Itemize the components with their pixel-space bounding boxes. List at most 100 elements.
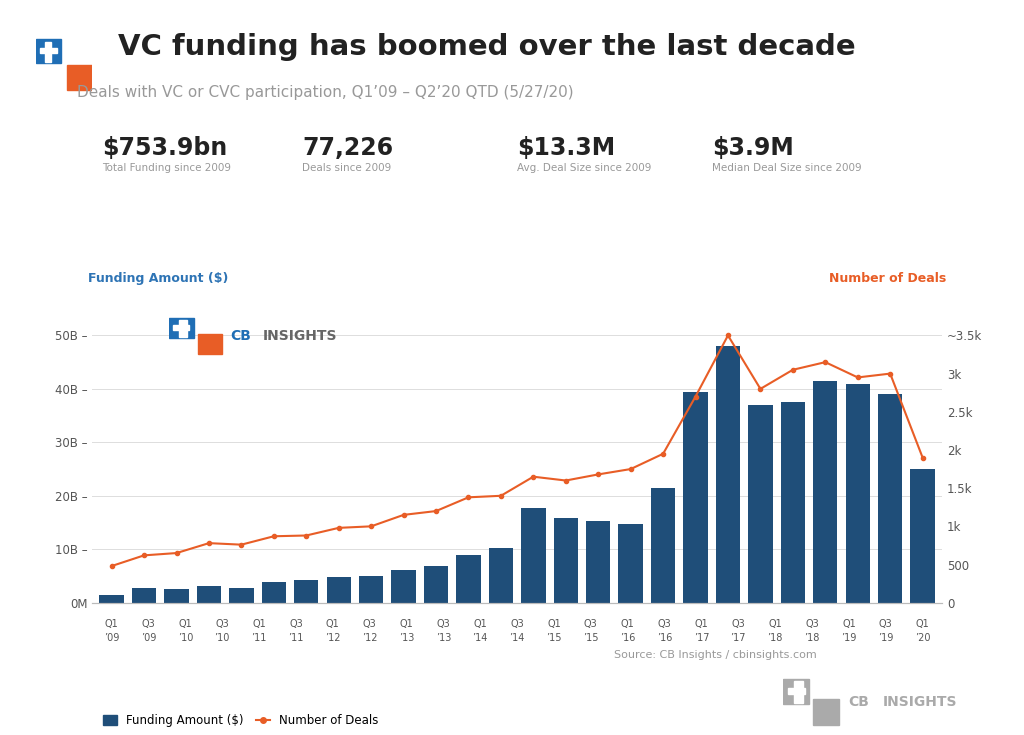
Bar: [780, 402, 805, 603]
Text: CB: CB: [848, 695, 868, 709]
Text: Q3: Q3: [436, 620, 451, 629]
Text: ’15: ’15: [583, 634, 599, 643]
Bar: [813, 700, 840, 725]
Bar: [846, 384, 870, 603]
Text: ’14: ’14: [509, 634, 525, 643]
Text: Q3: Q3: [805, 620, 819, 629]
Text: ’10: ’10: [214, 634, 230, 643]
Text: Avg. Deal Size since 2009: Avg. Deal Size since 2009: [517, 163, 651, 173]
Text: ’09: ’09: [104, 634, 120, 643]
Bar: [795, 681, 803, 703]
Text: Q1: Q1: [399, 620, 414, 629]
Text: Q1: Q1: [473, 620, 487, 629]
Text: Q1: Q1: [547, 620, 561, 629]
Bar: [262, 582, 286, 603]
Bar: [36, 39, 60, 63]
Text: ’16: ’16: [620, 634, 636, 643]
Bar: [99, 595, 124, 603]
Text: VC funding has boomed over the last decade: VC funding has boomed over the last deca…: [118, 33, 855, 61]
Text: Q1: Q1: [915, 620, 930, 629]
Text: ’10: ’10: [177, 634, 194, 643]
Bar: [878, 394, 902, 603]
Text: Deals with VC or CVC participation, Q1’09 – Q2’20 QTD (5/27/20): Deals with VC or CVC participation, Q1’0…: [77, 85, 573, 99]
Text: ’19: ’19: [841, 634, 857, 643]
Text: Median Deal Size since 2009: Median Deal Size since 2009: [712, 163, 861, 173]
Text: ’17: ’17: [730, 634, 746, 643]
Bar: [749, 405, 772, 603]
Bar: [45, 42, 51, 62]
Text: Q3: Q3: [362, 620, 377, 629]
Bar: [813, 381, 838, 603]
Text: Deals since 2009: Deals since 2009: [302, 163, 391, 173]
Text: $13.3M: $13.3M: [517, 136, 615, 160]
Text: ’19: ’19: [878, 634, 894, 643]
Text: Q3: Q3: [879, 620, 893, 629]
Text: Q1: Q1: [252, 620, 266, 629]
Bar: [683, 392, 708, 603]
Text: ’14: ’14: [472, 634, 488, 643]
Legend: Funding Amount ($), Number of Deals: Funding Amount ($), Number of Deals: [98, 709, 383, 732]
Text: 77,226: 77,226: [302, 136, 393, 160]
Text: ’18: ’18: [804, 634, 820, 643]
Text: INSIGHTS: INSIGHTS: [263, 329, 338, 343]
Bar: [391, 570, 416, 603]
Text: CB: CB: [230, 329, 251, 343]
Bar: [294, 580, 318, 603]
Text: Q1: Q1: [842, 620, 856, 629]
Text: Q1: Q1: [178, 620, 193, 629]
Text: Q3: Q3: [215, 620, 229, 629]
Text: ’09: ’09: [140, 634, 157, 643]
Bar: [910, 469, 935, 603]
Bar: [783, 679, 809, 704]
Bar: [359, 576, 383, 603]
Text: ’12: ’12: [325, 634, 341, 643]
Text: Funding Amount ($): Funding Amount ($): [88, 272, 228, 285]
Text: Q1: Q1: [768, 620, 782, 629]
Bar: [521, 508, 546, 603]
Bar: [173, 326, 189, 330]
Text: Q1: Q1: [104, 620, 119, 629]
Text: Q1: Q1: [621, 620, 635, 629]
Bar: [68, 65, 92, 90]
Bar: [327, 577, 351, 603]
Text: ’13: ’13: [435, 634, 452, 643]
Text: ’18: ’18: [767, 634, 783, 643]
Text: ’20: ’20: [914, 634, 931, 643]
Bar: [586, 521, 610, 603]
Text: Q1: Q1: [694, 620, 709, 629]
Text: Q3: Q3: [141, 620, 156, 629]
Bar: [229, 588, 254, 603]
Text: $753.9bn: $753.9bn: [102, 136, 227, 160]
Bar: [132, 588, 157, 603]
Bar: [197, 586, 221, 603]
Text: Number of Deals: Number of Deals: [829, 272, 946, 285]
Text: ’17: ’17: [693, 634, 710, 643]
Text: Q3: Q3: [731, 620, 745, 629]
Bar: [488, 548, 513, 603]
Text: ’11: ’11: [251, 634, 267, 643]
Text: ’12: ’12: [361, 634, 378, 643]
Bar: [457, 555, 480, 603]
Bar: [40, 48, 56, 54]
Text: Q3: Q3: [584, 620, 598, 629]
Bar: [787, 688, 805, 694]
Bar: [164, 589, 188, 603]
Text: Q3: Q3: [657, 620, 672, 629]
Bar: [554, 518, 578, 603]
Bar: [651, 488, 675, 603]
Bar: [716, 346, 740, 603]
Bar: [198, 334, 222, 354]
Text: ’11: ’11: [288, 634, 304, 643]
Text: Q3: Q3: [510, 620, 524, 629]
Bar: [179, 320, 187, 337]
Text: $3.9M: $3.9M: [712, 136, 794, 160]
Text: Total Funding since 2009: Total Funding since 2009: [102, 163, 231, 173]
Text: Q1: Q1: [326, 620, 340, 629]
Bar: [618, 523, 643, 603]
Bar: [424, 567, 449, 603]
Text: Source: CB Insights / cbinsights.com: Source: CB Insights / cbinsights.com: [614, 650, 817, 661]
Text: ’13: ’13: [398, 634, 415, 643]
Bar: [169, 318, 194, 338]
Text: INSIGHTS: INSIGHTS: [883, 695, 956, 709]
Text: ’15: ’15: [546, 634, 562, 643]
